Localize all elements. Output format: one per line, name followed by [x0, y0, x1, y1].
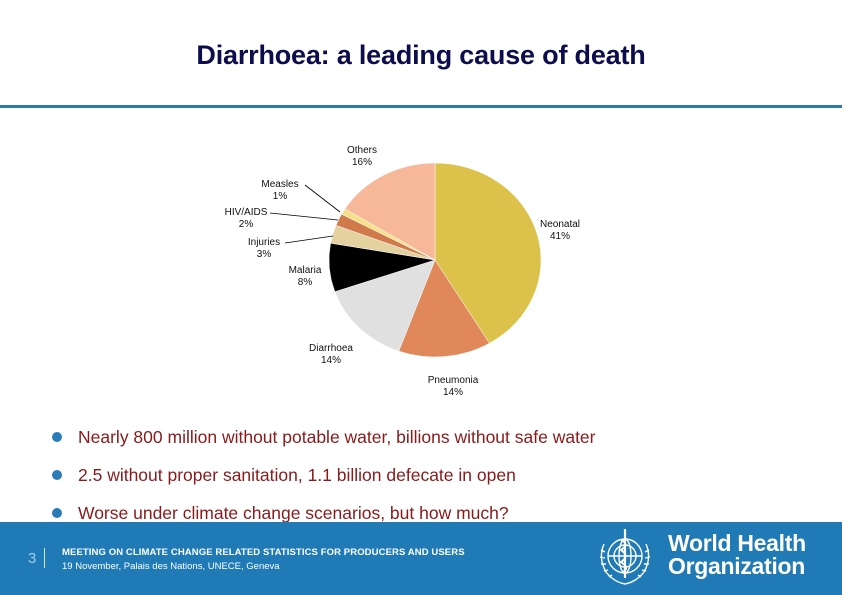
leader-measles — [304, 184, 341, 213]
label-others: Others — [347, 145, 377, 156]
footer-bar: 3 MEETING ON CLIMATE CHANGE RELATED STAT… — [0, 522, 842, 595]
pie-slices — [328, 162, 542, 358]
bullet-text: 2.5 without proper sanitation, 1.1 billi… — [78, 465, 516, 485]
label-others-pct: 16% — [352, 157, 372, 168]
org-name-line2: Organization — [668, 553, 805, 579]
label-malaria-pct: 8% — [298, 277, 313, 288]
bullet-text: Nearly 800 million without potable water… — [78, 427, 596, 447]
leader-hivaids — [269, 212, 339, 221]
bullet-text: Worse under climate change scenarios, bu… — [78, 503, 509, 523]
org-name-line1: World Health — [668, 530, 806, 556]
pie-slice-pneumonia — [398, 259, 490, 358]
pie-slice-diarrhoea — [334, 259, 436, 352]
pie-slice-neonatal — [434, 162, 542, 344]
label-injuries: Injuries — [248, 237, 280, 248]
bullet-dot-icon — [52, 508, 62, 518]
label-hivaids-pct: 2% — [239, 219, 254, 230]
label-injuries-pct: 3% — [257, 249, 272, 260]
label-measles-pct: 1% — [273, 191, 288, 202]
who-wordmark: World Health Organization — [668, 532, 806, 578]
meeting-title: MEETING ON CLIMATE CHANGE RELATED STATIS… — [62, 547, 465, 558]
label-measles: Measles — [261, 179, 298, 190]
bullet-item: 2.5 without proper sanitation, 1.1 billi… — [50, 462, 596, 500]
meeting-date-location: 19 November, Palais des Nations, UNECE, … — [62, 561, 280, 572]
title-divider — [0, 105, 842, 108]
bullet-item: Worse under climate change scenarios, bu… — [50, 500, 596, 538]
bullet-item: Nearly 800 million without potable water… — [50, 424, 596, 462]
pie-chart: Others 16% Measles 1% HIV/AIDS 2% Injuri… — [225, 145, 580, 398]
label-diarrhoea: Diarrhoea — [309, 343, 353, 354]
bullet-dot-icon — [52, 470, 62, 480]
page-number: 3 — [28, 550, 37, 567]
bullet-dot-icon — [52, 432, 62, 442]
label-hivaids: HIV/AIDS — [225, 207, 268, 218]
leader-injuries — [284, 235, 334, 244]
footer-separator — [44, 548, 45, 568]
who-emblem-icon — [599, 529, 651, 585]
label-neonatal: Neonatal — [540, 219, 580, 230]
label-malaria: Malaria — [289, 265, 322, 276]
label-pneumonia: Pneumonia — [428, 375, 479, 386]
pie-slice-others — [344, 162, 436, 261]
label-neonatal-pct: 41% — [550, 231, 570, 242]
label-diarrhoea-pct: 14% — [321, 355, 341, 366]
bullet-list: Nearly 800 million without potable water… — [50, 424, 596, 538]
label-pneumonia-pct: 14% — [443, 387, 463, 398]
slide-title: Diarrhoea: a leading cause of death — [196, 40, 646, 70]
